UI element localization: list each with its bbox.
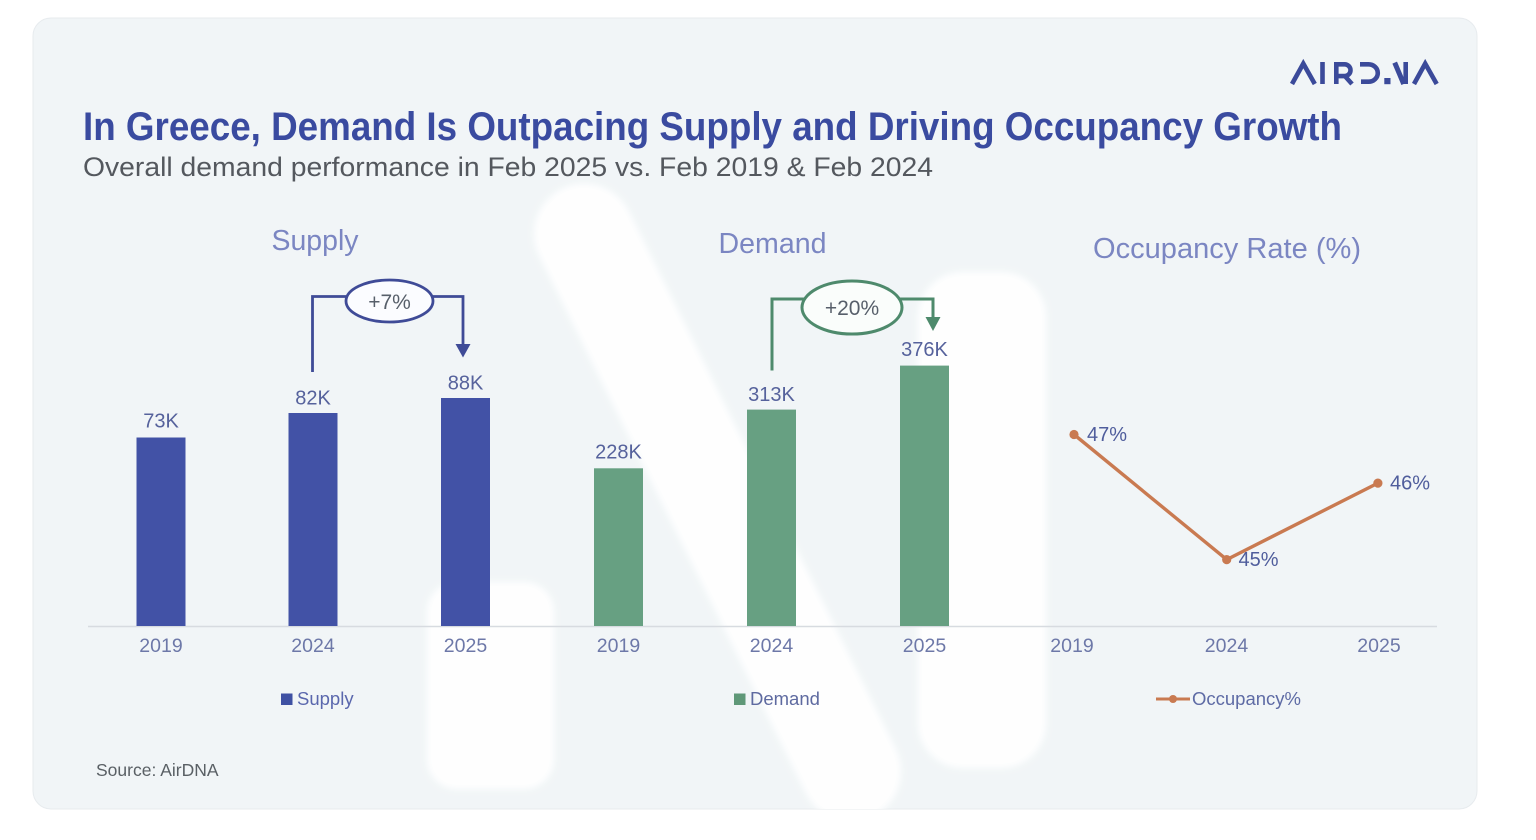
svg-text:2025: 2025 — [903, 635, 947, 657]
svg-text:2025: 2025 — [1357, 635, 1401, 657]
svg-text:+20%: +20% — [825, 297, 879, 320]
svg-text:2025: 2025 — [444, 635, 488, 657]
svg-text:Supply: Supply — [272, 225, 359, 257]
svg-text:In Greece, Demand Is Outpacing: In Greece, Demand Is Outpacing Supply an… — [83, 105, 1342, 149]
svg-text:313K: 313K — [748, 384, 795, 406]
svg-text:Demand: Demand — [750, 688, 820, 709]
svg-text:47%: 47% — [1087, 424, 1127, 446]
svg-text:Demand: Demand — [719, 228, 827, 260]
svg-text:Supply: Supply — [297, 688, 354, 709]
svg-text:46%: 46% — [1390, 473, 1430, 495]
svg-text:73K: 73K — [143, 411, 179, 433]
svg-text:Source: AirDNA: Source: AirDNA — [96, 760, 219, 780]
svg-text:2019: 2019 — [1050, 635, 1093, 657]
svg-text:Overall demand performance in: Overall demand performance in Feb 2025 v… — [83, 152, 933, 182]
svg-text:2019: 2019 — [139, 635, 182, 657]
svg-text:228K: 228K — [595, 442, 642, 464]
svg-text:82K: 82K — [295, 388, 331, 410]
svg-text:+7%: +7% — [368, 291, 411, 314]
svg-text:2024: 2024 — [291, 635, 335, 657]
svg-text:Occupancy%: Occupancy% — [1192, 688, 1301, 709]
svg-text:2024: 2024 — [750, 635, 794, 657]
svg-text:2019: 2019 — [597, 635, 640, 657]
svg-text:88K: 88K — [448, 373, 484, 395]
svg-text:45%: 45% — [1239, 549, 1279, 571]
svg-text:376K: 376K — [901, 339, 948, 361]
svg-text:Occupancy Rate (%): Occupancy Rate (%) — [1093, 233, 1361, 265]
svg-text:2024: 2024 — [1205, 635, 1249, 657]
